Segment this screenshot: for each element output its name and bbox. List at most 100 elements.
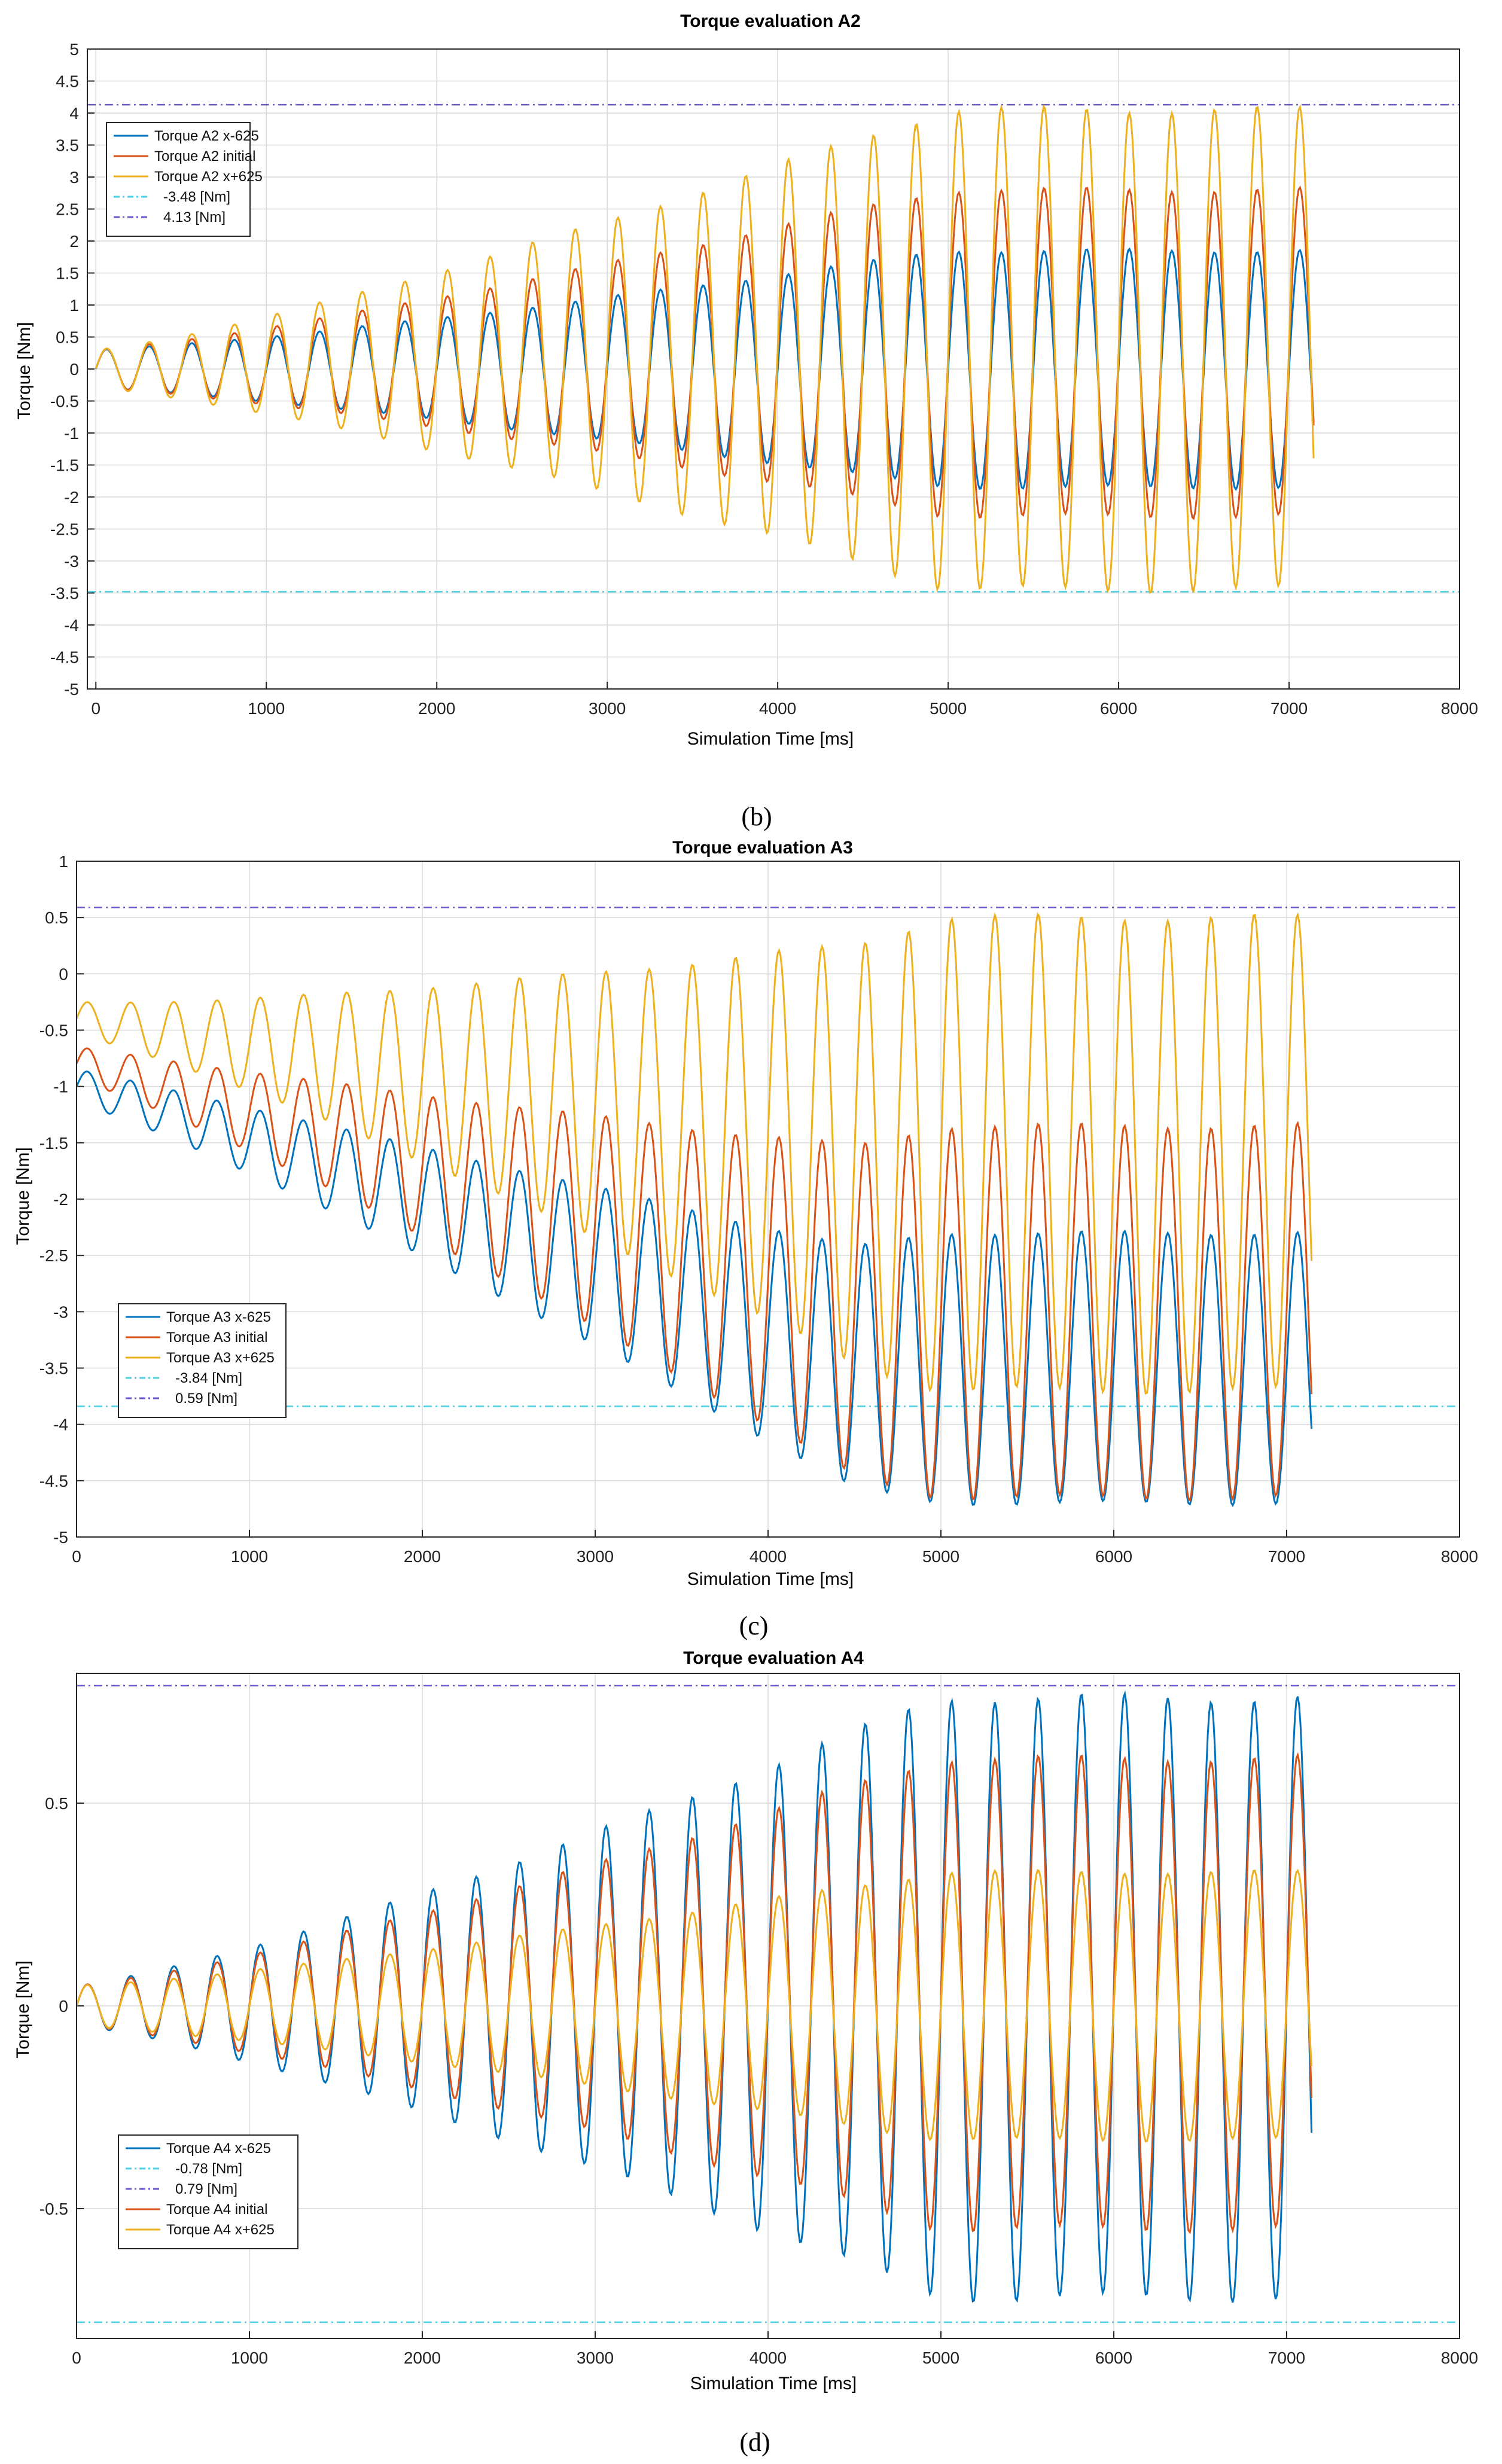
- legend: Torque A2 x-625 Torque A2 initial Torque A…: [106, 122, 263, 237]
- y-tick-label: -2.5: [39, 1246, 68, 1265]
- y-tick-label: 5: [69, 40, 79, 59]
- y-tick-label: 0: [69, 360, 79, 379]
- legend: Torque A3 x-625 Torque A3 initial Torque A…: [118, 1303, 287, 1418]
- x-tick-label: 6000: [1100, 699, 1137, 718]
- legend-label: Torque A2 x+625: [154, 169, 263, 185]
- y-tick-label: -0.5: [50, 392, 79, 411]
- series-line: [77, 1752, 1313, 2234]
- x-tick-label: 1000: [248, 699, 285, 718]
- legend-label: -3.84 [Nm]: [175, 1370, 242, 1386]
- x-axis-label: Simulation Time [ms]: [687, 1569, 854, 1589]
- series-line: [77, 1868, 1313, 2143]
- caption-c: (c): [739, 1611, 769, 1640]
- series-line: [95, 104, 1315, 594]
- y-tick-label: 4: [69, 104, 79, 123]
- y-tick-label: -4: [53, 1416, 68, 1434]
- x-tick-label: 8000: [1441, 1547, 1478, 1566]
- y-tick-label: -0.5: [39, 2200, 68, 2218]
- x-tick-label: 7000: [1268, 2349, 1305, 2367]
- plot-area: 0 1000 2000 3000 4000 5000 6000 7000 8000 5 4.5 4 3.…: [50, 40, 1478, 718]
- y-tick-label: 1.5: [56, 264, 79, 283]
- legend-label: -3.48 [Nm]: [163, 189, 230, 205]
- y-tick-label: -2.5: [50, 520, 79, 539]
- series-line: [95, 247, 1315, 492]
- caption-b: (b): [741, 802, 772, 831]
- axes-frame: [87, 48, 1460, 690]
- y-tick-label: 3.5: [56, 136, 79, 155]
- x-tick-label: 4000: [759, 699, 796, 718]
- chart-title: Torque evaluation A3: [672, 838, 853, 858]
- legend-label: 0.79 [Nm]: [175, 2181, 237, 2197]
- x-tick-label: 6000: [1095, 2349, 1132, 2367]
- x-tick-label: 3000: [577, 2349, 614, 2367]
- y-tick-label: -0.5: [39, 1021, 68, 1040]
- axes-frame: [76, 1673, 1460, 2339]
- legend-label: 0.59 [Nm]: [175, 1390, 237, 1407]
- x-tick-label: 1000: [231, 1547, 268, 1566]
- y-tick-label: -2: [64, 488, 79, 507]
- legend-label: Torque A3 x-625: [166, 1309, 271, 1325]
- series-line: [95, 185, 1315, 520]
- x-axis-label: Simulation Time [ms]: [690, 2374, 857, 2393]
- y-tick-label: -2: [53, 1190, 68, 1209]
- series-line: [77, 911, 1313, 1395]
- x-tick-label: 4000: [750, 2349, 787, 2367]
- y-tick-label: -4.5: [39, 1472, 68, 1490]
- x-tick-label: 5000: [930, 699, 967, 718]
- y-tick-label: 0: [59, 965, 68, 983]
- x-tick-label: 0: [72, 1547, 81, 1566]
- legend-label: 4.13 [Nm]: [163, 209, 226, 225]
- chart-panel-a4: Torque evaluation A4 Torque [Nm] Simulat…: [13, 1648, 1478, 2393]
- y-tick-label: -4.5: [50, 648, 79, 667]
- y-tick-label: -1.5: [50, 456, 79, 475]
- y-tick-label: 1: [69, 296, 79, 315]
- x-tick-label: 0: [72, 2349, 81, 2367]
- y-tick-label: 0.5: [56, 328, 79, 347]
- y-tick-label: 4.5: [56, 72, 79, 91]
- x-axis-label: Simulation Time [ms]: [687, 729, 854, 749]
- series-line: [77, 1690, 1313, 2303]
- x-tick-label: 8000: [1441, 2349, 1478, 2367]
- legend-label: -0.78 [Nm]: [175, 2161, 242, 2177]
- x-tick-label: 3000: [589, 699, 626, 718]
- chart-panel-a3: Torque evaluation A3 Torque [Nm] Simulat…: [13, 838, 1478, 1589]
- y-tick-label: -1: [64, 424, 79, 443]
- y-tick-label: -5: [53, 1528, 68, 1547]
- y-tick-label: 0: [59, 1997, 68, 2015]
- y-tick-label: -1.5: [39, 1134, 68, 1152]
- chart-title: Torque evaluation A2: [680, 11, 861, 31]
- x-tick-label: 8000: [1441, 699, 1478, 718]
- chart-panel-a2: Torque evaluation A2 Torque [Nm] Simulat…: [14, 11, 1478, 749]
- legend-label: Torque A4 x-625: [166, 2140, 271, 2157]
- legend-box: [118, 1303, 287, 1418]
- series-line: [77, 1047, 1313, 1502]
- x-tick-label: 6000: [1095, 1547, 1132, 1566]
- chart-title: Torque evaluation A4: [683, 1648, 864, 1668]
- y-tick-label: -3: [53, 1303, 68, 1321]
- x-tick-label: 7000: [1271, 699, 1308, 718]
- plot-area: 0 1000 2000 3000 4000 5000 6000 7000 8000 0.5 0 -0.…: [39, 1673, 1478, 2367]
- axes-frame: [76, 861, 1460, 1538]
- x-tick-label: 3000: [577, 1547, 614, 1566]
- legend-label: Torque A4 x+625: [166, 2222, 275, 2238]
- y-tick-label: 2.5: [56, 200, 79, 219]
- y-tick-label: -4: [64, 616, 79, 635]
- legend-label: Torque A2 initial: [154, 148, 255, 164]
- y-tick-label: 0.5: [45, 1794, 68, 1813]
- series-line: [77, 1071, 1313, 1508]
- legend-label: Torque A4 initial: [166, 2201, 267, 2218]
- legend-label: Torque A3 initial: [166, 1329, 267, 1346]
- x-tick-label: 5000: [922, 2349, 959, 2367]
- x-tick-label: 2000: [404, 1547, 441, 1566]
- y-tick-label: 1: [59, 852, 68, 871]
- y-tick-label: -3.5: [39, 1359, 68, 1378]
- x-tick-label: 2000: [404, 2349, 441, 2367]
- x-tick-label: 5000: [922, 1547, 959, 1566]
- caption-d: (d): [739, 2428, 770, 2457]
- y-axis-label: Torque [Nm]: [13, 1147, 33, 1245]
- legend-label: Torque A3 x+625: [166, 1350, 275, 1366]
- y-tick-label: -5: [64, 680, 79, 699]
- plot-area: 0 1000 2000 3000 4000 5000 6000 7000 8000 1 0.5 0 -0…: [39, 852, 1478, 1566]
- y-axis-label: Torque [Nm]: [13, 1960, 33, 2058]
- y-axis-label: Torque [Nm]: [14, 322, 34, 419]
